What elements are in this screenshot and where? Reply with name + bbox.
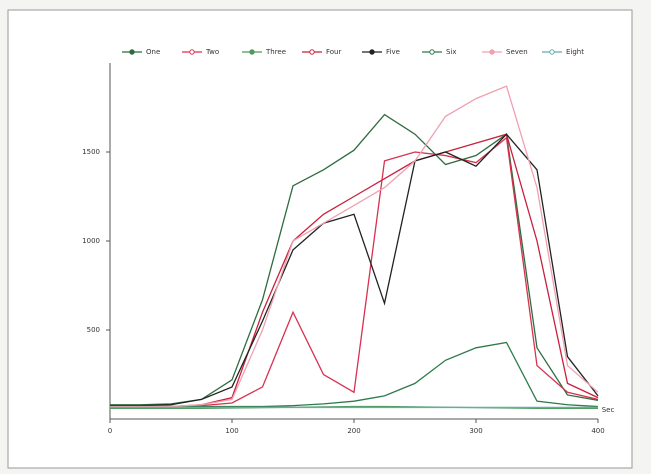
y-tick-label: 1500 bbox=[82, 148, 100, 156]
legend-label: Five bbox=[386, 48, 400, 56]
x-tick-label: 0 bbox=[108, 427, 112, 435]
legend-marker bbox=[309, 49, 315, 55]
legend-label: Seven bbox=[506, 48, 528, 56]
y-tick-label: 500 bbox=[87, 326, 100, 334]
legend-marker bbox=[369, 49, 375, 55]
legend-label: One bbox=[146, 48, 160, 56]
x-tick-label: 200 bbox=[347, 427, 360, 435]
legend-label: Four bbox=[326, 48, 341, 56]
series-line bbox=[110, 85, 599, 408]
legend-label: Eight bbox=[566, 48, 584, 56]
legend-label: Two bbox=[205, 48, 219, 56]
series-line bbox=[110, 133, 599, 407]
legend-label: Three bbox=[265, 48, 286, 56]
legend-marker bbox=[549, 49, 555, 55]
x-tick-label: 300 bbox=[469, 427, 482, 435]
x-tick-label: 100 bbox=[225, 427, 238, 435]
legend-marker bbox=[429, 49, 435, 55]
legend-label: Six bbox=[446, 48, 457, 56]
legend-marker bbox=[489, 49, 495, 55]
y-tick-label: 1000 bbox=[82, 237, 100, 245]
series-line bbox=[110, 405, 598, 409]
series-line bbox=[110, 341, 599, 408]
legend-marker bbox=[189, 49, 195, 55]
x-tick-label: 400 bbox=[591, 427, 604, 435]
legend-marker bbox=[129, 49, 135, 55]
x-axis-label: Sec bbox=[602, 406, 615, 414]
legend-marker bbox=[249, 49, 255, 55]
frame bbox=[7, 9, 633, 469]
